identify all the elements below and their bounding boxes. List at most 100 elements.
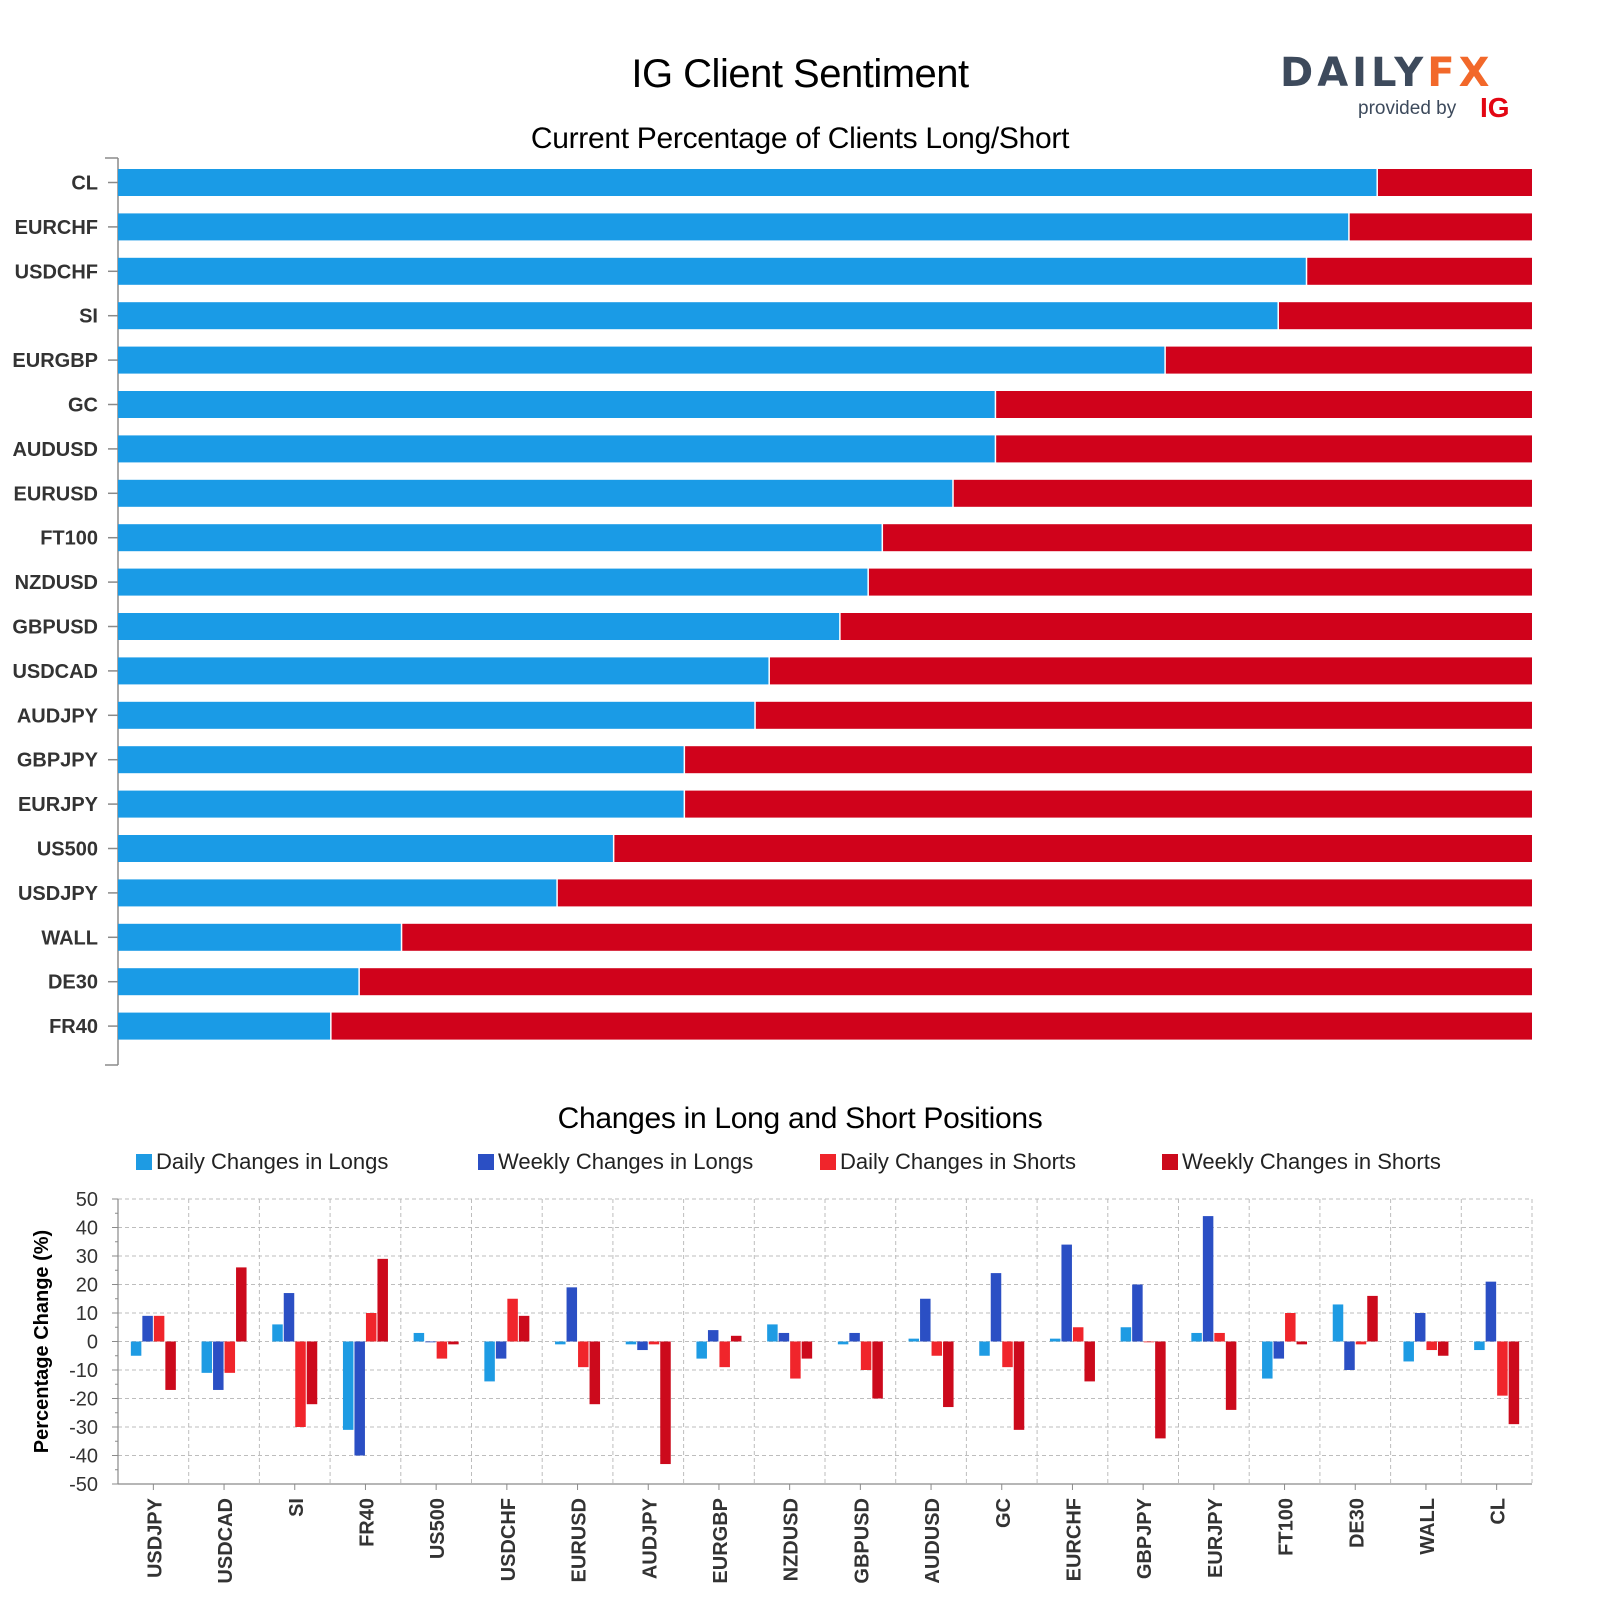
y-tick-label-20: 20 (76, 1275, 98, 1297)
long-bar-audjpy (118, 701, 755, 729)
long-bar-usdcad (118, 657, 769, 685)
bar-eurgbp-daily-changes-in-shorts (719, 1341, 730, 1368)
bar-usdcad-weekly-changes-in-longs (213, 1341, 224, 1390)
y-tick-label--30: -30 (69, 1417, 98, 1439)
short-bar-de30 (359, 968, 1532, 996)
long-bar-si (118, 302, 1278, 330)
bar-usdcad-weekly-changes-in-shorts (236, 1267, 247, 1342)
y-tick-label-gbpjpy: GBPJPY (17, 750, 99, 772)
short-bar-eurgbp (1165, 346, 1532, 374)
bar-gc-weekly-changes-in-longs (990, 1273, 1002, 1342)
short-bar-audjpy (755, 701, 1532, 729)
long-bar-cl (118, 169, 1377, 196)
y-tick-label-si: SI (79, 306, 98, 328)
bar-si-daily-changes-in-longs (272, 1324, 283, 1342)
y-tick-label-usdchf: USDCHF (15, 261, 98, 283)
bar-audusd-weekly-changes-in-shorts (943, 1341, 954, 1408)
bar-cl-weekly-changes-in-shorts (1508, 1341, 1520, 1425)
bar-us500-daily-changes-in-shorts (436, 1341, 448, 1359)
bar-eurchf-weekly-changes-in-longs (1061, 1244, 1072, 1342)
y-tick-label--20: -20 (69, 1389, 98, 1411)
x-tick-label-ft100: FT100 (1276, 1498, 1298, 1556)
legend-item-daily-shorts: Daily Changes in Shorts (820, 1148, 1076, 1176)
bar-audjpy-daily-changes-in-longs (625, 1341, 637, 1345)
short-bar-gc (996, 391, 1532, 418)
y-tick-label-usdcad: USDCAD (12, 661, 98, 683)
bar-eurjpy-weekly-changes-in-longs (1202, 1216, 1214, 1342)
bar-fr40-weekly-changes-in-shorts (377, 1258, 388, 1342)
x-tick-label-fr40: FR40 (356, 1498, 378, 1547)
y-tick-label-gbpusd: GBPUSD (12, 617, 98, 639)
sentiment-bar-chart: CL EURCHF USDCHF SI EURGBP GC AUDUSD EURUSD FT10… (12, 157, 1533, 1066)
bar-eurusd-daily-changes-in-shorts (578, 1341, 589, 1368)
dailyfx-logo: DAILYFX provided by IG (1280, 50, 1520, 130)
bar-gbpusd-daily-changes-in-shorts (860, 1341, 872, 1370)
x-tick-label-wall: WALL (1417, 1498, 1439, 1555)
bar-audusd-daily-changes-in-longs (908, 1338, 920, 1342)
bar-audjpy-daily-changes-in-shorts (648, 1341, 660, 1345)
long-bar-eurgbp (118, 346, 1165, 374)
bar-usdchf-daily-changes-in-longs (484, 1341, 495, 1382)
bar-si-weekly-changes-in-longs (283, 1293, 295, 1342)
y-tick-label-de30: DE30 (48, 972, 98, 994)
bar-gc-daily-changes-in-longs (979, 1341, 990, 1356)
y-tick-label--50: -50 (69, 1474, 98, 1496)
bar-us500-weekly-changes-in-shorts (448, 1341, 459, 1345)
logo-fx: FX (1427, 50, 1494, 96)
x-tick-label-cl: CL (1488, 1498, 1510, 1525)
long-bar-us500 (118, 835, 613, 862)
short-bar-eurusd (953, 479, 1532, 507)
bar-eurgbp-daily-changes-in-longs (696, 1341, 707, 1359)
y-tick-label-audjpy: AUDJPY (17, 705, 99, 727)
y-tick-label-wall: WALL (41, 927, 98, 949)
y-tick-label-usdjpy: USDJPY (18, 883, 99, 905)
bar-eurgbp-weekly-changes-in-longs (707, 1330, 719, 1342)
y-tick-label-eurchf: EURCHF (15, 217, 98, 239)
short-bar-us500 (614, 835, 1532, 862)
x-tick-label-gbpusd: GBPUSD (851, 1498, 873, 1584)
short-bar-usdcad (769, 657, 1532, 685)
long-bar-nzdusd (118, 568, 868, 596)
long-bar-de30 (118, 968, 359, 996)
bar-us500-daily-changes-in-longs (413, 1332, 425, 1342)
sentiment-chart-title: Current Percentage of Clients Long/Short (530, 122, 1070, 155)
bar-audusd-daily-changes-in-shorts (931, 1341, 943, 1356)
legend-label-daily-shorts: Daily Changes in Shorts (840, 1149, 1077, 1174)
logo-word: DAILYFX (1280, 50, 1493, 96)
bar-wall-daily-changes-in-shorts (1426, 1341, 1437, 1351)
long-bar-fr40 (118, 1012, 331, 1040)
bar-si-daily-changes-in-shorts (295, 1341, 306, 1427)
bar-de30-weekly-changes-in-shorts (1367, 1295, 1378, 1342)
bar-fr40-daily-changes-in-longs (342, 1341, 354, 1430)
bar-audjpy-weekly-changes-in-longs (637, 1341, 648, 1351)
logo-ig: IG (1480, 92, 1510, 123)
bar-si-weekly-changes-in-shorts (306, 1341, 318, 1405)
bar-cl-daily-changes-in-shorts (1497, 1341, 1508, 1396)
long-bar-eurchf (118, 213, 1349, 241)
bar-nzdusd-daily-changes-in-longs (767, 1324, 778, 1342)
x-tick-label-audjpy: AUDJPY (639, 1497, 661, 1579)
x-tick-label-usdchf: USDCHF (498, 1498, 520, 1581)
x-tick-label-gbpjpy: GBPJPY (1134, 1497, 1156, 1579)
bar-eurjpy-daily-changes-in-shorts (1214, 1332, 1225, 1342)
short-bar-usdjpy (557, 879, 1532, 907)
y-tick-label-0: 0 (87, 1332, 98, 1354)
bar-de30-weekly-changes-in-longs (1344, 1341, 1355, 1370)
bar-gc-daily-changes-in-shorts (1002, 1341, 1013, 1368)
bar-usdcad-daily-changes-in-longs (201, 1341, 213, 1373)
long-bar-gbpjpy (118, 746, 684, 774)
legend-item-weekly-shorts: Weekly Changes in Shorts (1162, 1148, 1441, 1176)
y-tick-label-40: 40 (76, 1218, 98, 1240)
bar-usdchf-daily-changes-in-shorts (507, 1298, 518, 1342)
bar-eurgbp-weekly-changes-in-shorts (730, 1335, 742, 1342)
bar-usdjpy-weekly-changes-in-shorts (165, 1341, 176, 1390)
chart-title: IG Client Sentiment (631, 52, 969, 96)
bar-gbpjpy-daily-changes-in-shorts (1143, 1341, 1155, 1343)
x-tick-label-eurgbp: EURGBP (710, 1498, 732, 1584)
x-tick-label-audusd: AUDUSD (922, 1498, 944, 1584)
bar-gbpjpy-weekly-changes-in-shorts (1155, 1341, 1166, 1439)
bar-audjpy-weekly-changes-in-shorts (660, 1341, 671, 1465)
bar-nzdusd-weekly-changes-in-longs (778, 1332, 790, 1342)
short-bar-fr40 (331, 1012, 1533, 1040)
y-tick-label-nzdusd: NZDUSD (15, 572, 98, 594)
